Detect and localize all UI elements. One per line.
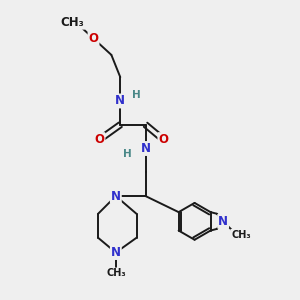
Text: N: N (111, 190, 121, 202)
Text: O: O (88, 32, 98, 45)
Text: O: O (158, 133, 168, 146)
Text: N: N (140, 142, 151, 155)
Text: CH₃: CH₃ (106, 268, 126, 278)
Text: N: N (111, 246, 121, 259)
Text: H: H (123, 149, 132, 160)
Text: N: N (218, 215, 228, 228)
Text: CH₃: CH₃ (231, 230, 251, 240)
Text: O: O (94, 133, 104, 146)
Text: N: N (115, 94, 125, 107)
Text: H: H (132, 90, 141, 100)
Text: CH₃: CH₃ (61, 16, 85, 29)
